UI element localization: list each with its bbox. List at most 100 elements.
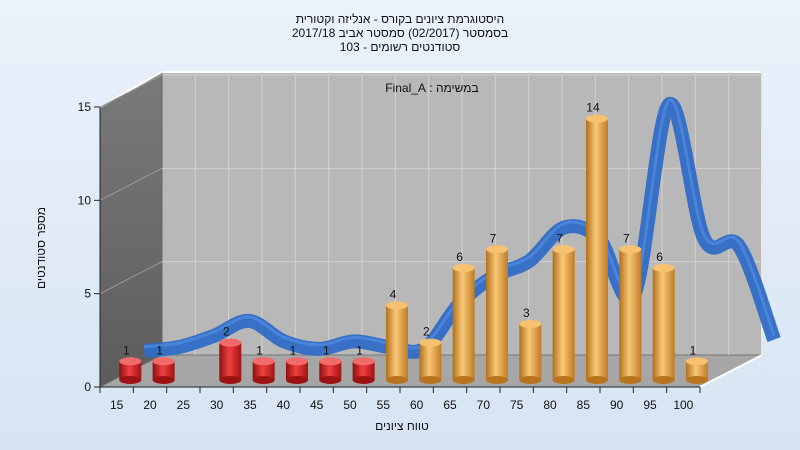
data-label-55: 4 xyxy=(390,287,397,301)
bar-base-45 xyxy=(319,375,342,384)
bar-40 xyxy=(285,361,308,380)
x-tick-label-15: 15 xyxy=(110,398,124,412)
bar-base-95 xyxy=(652,375,675,384)
bar-cap-85 xyxy=(585,114,608,123)
bar-cap-40 xyxy=(285,357,308,366)
bar-base-70 xyxy=(485,375,508,384)
x-tick-label-40: 40 xyxy=(277,398,291,412)
bar-base-55 xyxy=(385,375,408,384)
bar-base-80 xyxy=(552,375,575,384)
y-tick-label-0: 0 xyxy=(84,380,91,394)
data-label-70: 7 xyxy=(490,231,497,245)
bar-45 xyxy=(319,361,342,380)
bar-cap-30 xyxy=(219,338,242,347)
x-tick-label-25: 25 xyxy=(177,398,191,412)
bar-50 xyxy=(352,361,375,380)
bar-30 xyxy=(219,342,242,380)
bar-cap-50 xyxy=(352,357,375,366)
bar-base-40 xyxy=(285,375,308,384)
y-tick-label-15: 15 xyxy=(78,100,92,114)
x-tick-label-20: 20 xyxy=(143,398,157,412)
grid-line-side xyxy=(99,261,163,295)
bar-cap-80 xyxy=(552,245,575,254)
bar-95 xyxy=(652,267,675,380)
x-axis-title: טווח ציונים xyxy=(375,419,429,433)
data-label-90: 7 xyxy=(623,231,630,245)
bar-base-20 xyxy=(152,375,175,384)
data-label-95: 6 xyxy=(656,250,663,264)
bar-base-35 xyxy=(252,375,275,384)
x-tick-label-80: 80 xyxy=(543,398,557,412)
x-tick-label-85: 85 xyxy=(577,398,591,412)
y-tick-label-10: 10 xyxy=(78,193,92,207)
x-tick-label-35: 35 xyxy=(243,398,257,412)
data-label-60: 2 xyxy=(423,325,430,339)
bar-35 xyxy=(252,361,275,380)
bar-cap-70 xyxy=(485,245,508,254)
x-tick-label-50: 50 xyxy=(343,398,357,412)
bar-85 xyxy=(585,118,608,380)
chart-title-line-3: סטודנטים רשומים - 103 xyxy=(340,40,461,54)
y-tick-label-5: 5 xyxy=(84,287,91,301)
bar-20 xyxy=(152,361,175,380)
x-tick-label-45: 45 xyxy=(310,398,324,412)
data-label-85: 14 xyxy=(586,101,600,115)
data-label-35: 1 xyxy=(256,343,263,357)
bar-base-60 xyxy=(419,375,442,384)
bar-60 xyxy=(419,342,442,380)
bar-cap-35 xyxy=(252,357,275,366)
bar-cap-55 xyxy=(385,301,408,310)
data-label-80: 7 xyxy=(556,231,563,245)
x-tick-label-90: 90 xyxy=(610,398,624,412)
grid-line-side xyxy=(99,74,163,108)
x-tick-label-60: 60 xyxy=(410,398,424,412)
bar-base-75 xyxy=(519,375,542,384)
data-label-45: 1 xyxy=(323,343,330,357)
bar-cap-100 xyxy=(685,357,708,366)
bar-cap-65 xyxy=(452,263,475,272)
bar-base-100 xyxy=(685,375,708,384)
bar-base-30 xyxy=(219,375,242,384)
bar-75 xyxy=(519,323,542,380)
bar-15 xyxy=(119,361,142,380)
bar-cap-45 xyxy=(319,357,342,366)
bar-base-15 xyxy=(119,375,142,384)
data-label-50: 1 xyxy=(356,343,363,357)
bar-100 xyxy=(685,361,708,380)
x-tick-label-55: 55 xyxy=(377,398,391,412)
floor-right-edge xyxy=(699,354,763,388)
x-tick-label-30: 30 xyxy=(210,398,224,412)
bar-65 xyxy=(452,267,475,380)
grid-line-side xyxy=(99,167,163,201)
bar-90 xyxy=(619,249,642,380)
bar-base-85 xyxy=(585,375,608,384)
bar-base-50 xyxy=(352,375,375,384)
bar-cap-15 xyxy=(119,357,142,366)
bar-55 xyxy=(385,305,408,380)
x-tick-label-65: 65 xyxy=(443,398,457,412)
x-tick-label-75: 75 xyxy=(510,398,524,412)
data-label-75: 3 xyxy=(523,306,530,320)
bar-80 xyxy=(552,249,575,380)
axes: 0 5 10 15 15 20 25 30 35 40 45 50 55 60 65 70 75 80 85 90 95… xyxy=(78,100,701,412)
data-label-40: 1 xyxy=(290,343,297,357)
side-wall xyxy=(99,71,163,388)
data-label-30: 2 xyxy=(223,325,230,339)
data-label-100: 1 xyxy=(690,343,697,357)
x-tick-label-95: 95 xyxy=(643,398,657,412)
x-tick-label-100: 100 xyxy=(673,398,693,412)
data-label-65: 6 xyxy=(456,250,463,264)
bar-cap-60 xyxy=(419,338,442,347)
bar-70 xyxy=(485,249,508,380)
bar-cap-20 xyxy=(152,357,175,366)
bar-base-90 xyxy=(619,375,642,384)
bar-base-65 xyxy=(452,375,475,384)
chart-title-line-2: בסמסטר (02/2017) סמסטר אביב 2017/18 xyxy=(292,26,508,40)
bar-cap-95 xyxy=(652,263,675,272)
data-label-20: 1 xyxy=(156,343,163,357)
y-axis-title: מספר סטודנטים xyxy=(34,207,48,289)
bar-cap-75 xyxy=(519,319,542,328)
